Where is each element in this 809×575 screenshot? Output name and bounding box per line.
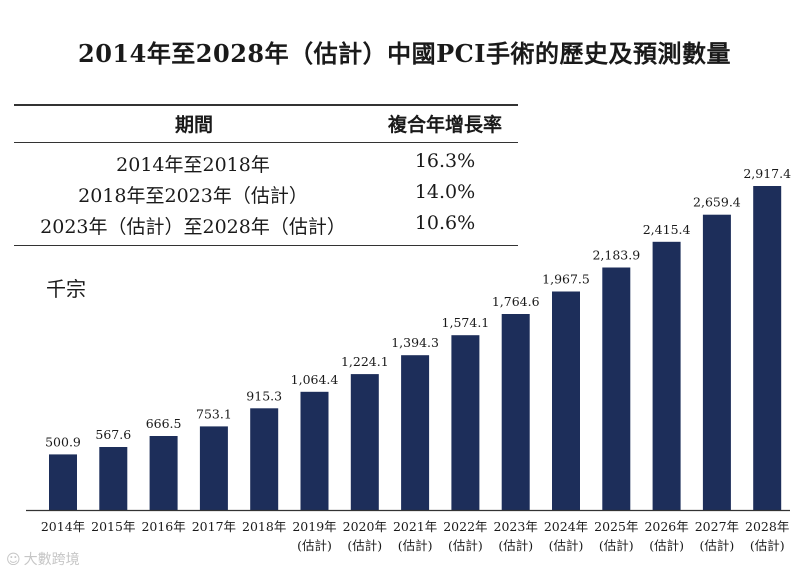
x-tick-note: (估計): [297, 538, 332, 553]
value-label: 2,415.4: [643, 222, 691, 237]
watermark: ☺ 大數跨境: [6, 549, 80, 569]
value-label: 753.1: [196, 406, 232, 421]
bar-2016年: [149, 436, 178, 510]
x-tick-label: 2027年: [695, 519, 739, 534]
value-label: 2,659.4: [693, 195, 741, 210]
value-label: 666.5: [146, 416, 182, 431]
x-tick-label: 2019年: [292, 519, 336, 534]
table-header-rule: [14, 142, 518, 143]
value-label: 915.3: [246, 388, 282, 403]
bar-2025年: [602, 267, 631, 510]
bar-2015年: [99, 447, 128, 510]
value-label: 500.9: [45, 434, 81, 449]
x-tick-note: (估計): [347, 538, 382, 553]
x-tick-note: (估計): [750, 538, 785, 553]
value-label: 1,574.1: [442, 315, 490, 330]
row-period: 2014年至2018年: [116, 154, 270, 176]
bar-2028年: [753, 186, 782, 510]
x-tick-note: (估計): [398, 538, 433, 553]
table-top-rule: [14, 104, 518, 106]
x-tick-note: (估計): [649, 538, 684, 553]
value-label: 567.6: [95, 427, 131, 442]
table-bottom-rule: [14, 245, 518, 246]
value-label: 1,224.1: [341, 354, 389, 369]
row-period: 2018年至2023年（估計）: [78, 185, 308, 207]
table-row: 2014年至2018年 16.3%: [14, 150, 518, 180]
y-axis-unit-label: 千宗: [46, 277, 86, 301]
x-tick-label: 2014年: [41, 519, 85, 534]
value-label: 1,967.5: [542, 272, 590, 287]
bar-2022年: [451, 335, 480, 510]
value-label: 1,394.3: [391, 335, 439, 350]
bar-2018年: [250, 408, 279, 510]
x-tick-label: 2023年: [494, 519, 538, 534]
header-rate: 複合年增長率: [387, 114, 502, 136]
row-rate: 16.3%: [414, 150, 476, 172]
x-tick-label: 2018年: [242, 519, 286, 534]
row-rate: 14.0%: [414, 181, 476, 203]
bar-2020年: [350, 374, 379, 510]
x-tick-label: 2026年: [644, 519, 688, 534]
bar-2027年: [702, 214, 731, 510]
value-label: 1,764.6: [492, 294, 540, 309]
x-tick-note: (估計): [599, 538, 634, 553]
row-period: 2023年（估計）至2028年（估計）: [40, 216, 346, 238]
x-tick-label: 2028年: [745, 519, 789, 534]
header-period: 期間: [174, 114, 213, 136]
bar-2019年: [300, 391, 329, 510]
table-row: 2023年（估計）至2028年（估計） 10.6%: [14, 212, 518, 242]
bar-2021年: [401, 355, 430, 510]
x-tick-label: 2024年: [544, 519, 588, 534]
watermark-logo-icon: ☺: [6, 552, 21, 568]
value-label: 1,064.4: [291, 372, 339, 387]
x-tick-label: 2022年: [443, 519, 487, 534]
value-label: 2,917.4: [743, 166, 791, 181]
x-tick-label: 2020年: [343, 519, 387, 534]
x-tick-label: 2021年: [393, 519, 437, 534]
x-tick-note: (估計): [448, 538, 483, 553]
chart-title: 2014年至2028年（估計）中國PCI手術的歷史及預測數量: [78, 39, 731, 68]
row-rate: 10.6%: [414, 212, 476, 234]
value-label: 2,183.9: [592, 248, 640, 263]
bar-2024年: [552, 291, 580, 510]
x-tick-label: 2016年: [141, 519, 185, 534]
watermark-text: 大數跨境: [23, 552, 80, 568]
bar-2026年: [652, 241, 681, 511]
x-tick-label: 2015年: [91, 519, 135, 534]
x-tick-note: (估計): [498, 538, 533, 553]
bar-2017年: [199, 426, 228, 510]
x-tick-label: 2017年: [192, 519, 236, 534]
x-tick-note: (估計): [549, 538, 584, 553]
bar-2014年: [49, 454, 77, 510]
bar-2023年: [501, 314, 530, 510]
x-tick-label: 2025年: [594, 519, 638, 534]
x-tick-note: (估計): [700, 538, 735, 553]
table-row: 2018年至2023年（估計） 14.0%: [14, 181, 518, 211]
